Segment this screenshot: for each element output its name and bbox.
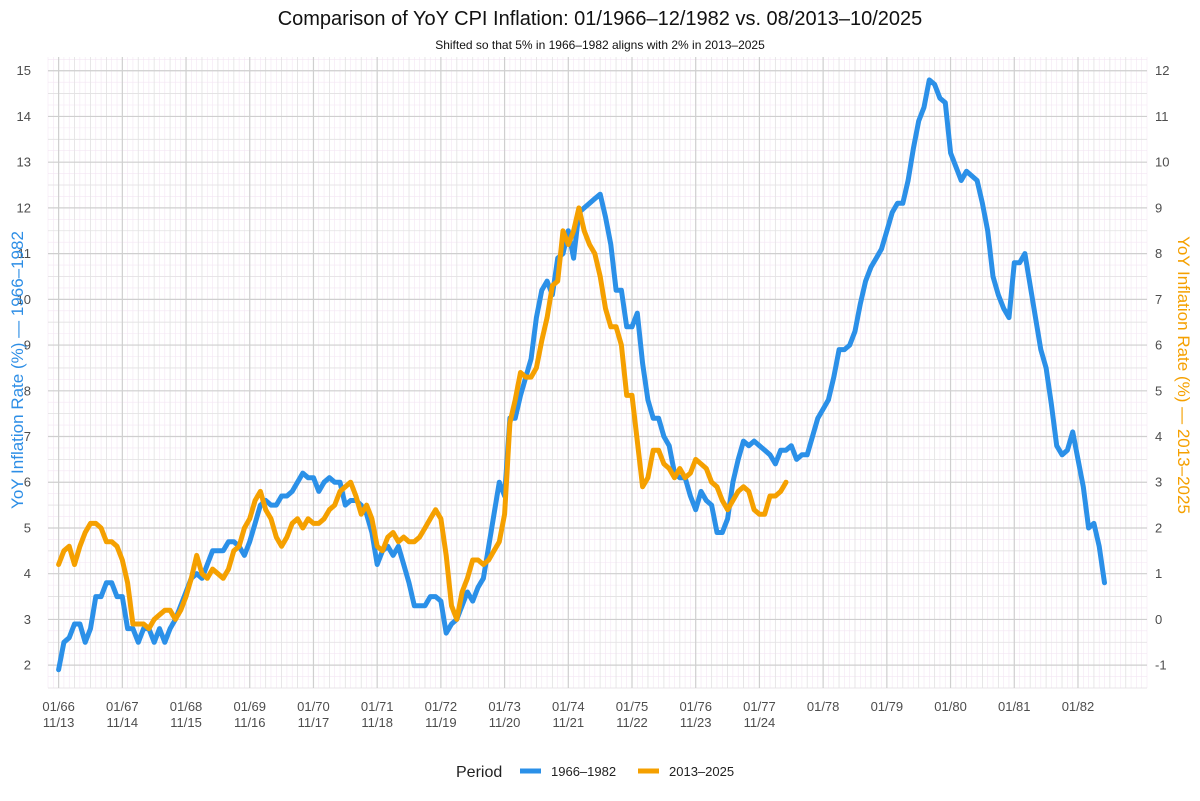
x-tick-label-1966: 01/68 (170, 699, 203, 714)
left-tick-label: 5 (24, 520, 31, 535)
x-tick-label-2013: 11/14 (107, 715, 139, 730)
x-tick-label-2013: 11/13 (43, 715, 75, 730)
x-tick-label-2013: 11/21 (553, 715, 585, 730)
left-axis-title: YoY Inflation Rate (%) — 1966–1982 (8, 231, 27, 509)
x-tick-label-2013: 11/23 (680, 715, 712, 730)
chart-title: Comparison of YoY CPI Inflation: 01/1966… (278, 8, 923, 30)
x-tick-label-2013: 11/24 (744, 715, 776, 730)
right-tick-label: 7 (1155, 292, 1162, 307)
x-tick-label-2013: 11/16 (234, 715, 266, 730)
x-tick-label-1966: 01/67 (106, 699, 139, 714)
right-tick-label: 4 (1155, 429, 1162, 444)
left-tick-label: 12 (17, 200, 31, 215)
x-tick-label-2013: 11/18 (361, 715, 393, 730)
x-tick-label-1966: 01/66 (42, 699, 75, 714)
x-tick-label-2013: 11/22 (616, 715, 648, 730)
right-tick-label: -1 (1155, 658, 1167, 673)
right-tick-label: 10 (1155, 155, 1169, 170)
x-tick-label-2013: 11/19 (425, 715, 457, 730)
x-tick-label-2013: 11/20 (489, 715, 521, 730)
x-tick-label-1966: 01/73 (488, 699, 521, 714)
right-tick-label: 12 (1155, 63, 1169, 78)
right-tick-label: 5 (1155, 383, 1162, 398)
right-tick-label: 8 (1155, 246, 1162, 261)
chart-subtitle: Shifted so that 5% in 1966–1982 aligns w… (435, 38, 765, 52)
x-tick-label-1966: 01/81 (998, 699, 1031, 714)
left-tick-label: 8 (24, 383, 31, 398)
legend-label-2013-2025: 2013–2025 (669, 764, 734, 779)
left-tick-label: 15 (17, 63, 31, 78)
left-tick-label: 9 (24, 338, 31, 353)
right-tick-label: 6 (1155, 338, 1162, 353)
right-axis-title: YoY Inflation Rate (%) — 2013–2025 (1174, 236, 1193, 514)
x-tick-label-1966: 01/74 (552, 699, 585, 714)
x-tick-label-1966: 01/76 (679, 699, 712, 714)
left-tick-label: 11 (18, 246, 32, 261)
x-tick-label-1966: 01/78 (807, 699, 840, 714)
right-tick-label: 3 (1155, 475, 1162, 490)
x-tick-label-1966: 01/80 (934, 699, 967, 714)
right-tick-label: 1 (1155, 566, 1162, 581)
x-tick-label-2013: 11/17 (298, 715, 330, 730)
x-tick-label-1966: 01/75 (616, 699, 649, 714)
right-tick-label: 9 (1155, 200, 1162, 215)
left-tick-label: 2 (24, 658, 31, 673)
series-line-2013–2025 (56, 205, 789, 632)
x-tick-label-1966: 01/69 (233, 699, 266, 714)
legend-title: Period (456, 764, 502, 781)
right-tick-label: 0 (1155, 612, 1162, 627)
left-tick-label: 14 (17, 109, 31, 124)
left-tick-label: 10 (17, 292, 31, 307)
grid (47, 57, 1148, 689)
left-tick-label: 3 (24, 612, 31, 627)
left-tick-label: 13 (17, 155, 31, 170)
x-tick-label-1966: 01/70 (297, 699, 330, 714)
left-tick-label: 4 (24, 566, 31, 581)
legend: Period 1966–1982 2013–2025 (456, 764, 734, 781)
legend-label-1966-1982: 1966–1982 (551, 764, 616, 779)
x-tick-label-1966: 01/79 (871, 699, 904, 714)
left-tick-label: 6 (24, 475, 31, 490)
x-tick-label-1966: 01/77 (743, 699, 776, 714)
left-axis: 2 3 4 5 6 7 8 9 10 11 12 13 14 15 (17, 63, 31, 672)
plot-area (56, 77, 1107, 673)
x-tick-label-2013: 11/15 (170, 715, 202, 730)
x-tick-label-1966: 01/82 (1062, 699, 1095, 714)
x-tick-label-1966: 01/72 (425, 699, 458, 714)
series-line-1966–1982 (56, 77, 1107, 673)
right-tick-label: 2 (1155, 520, 1162, 535)
right-tick-label: 11 (1155, 109, 1169, 124)
left-tick-label: 7 (24, 429, 31, 444)
x-tick-label-1966: 01/71 (361, 699, 394, 714)
